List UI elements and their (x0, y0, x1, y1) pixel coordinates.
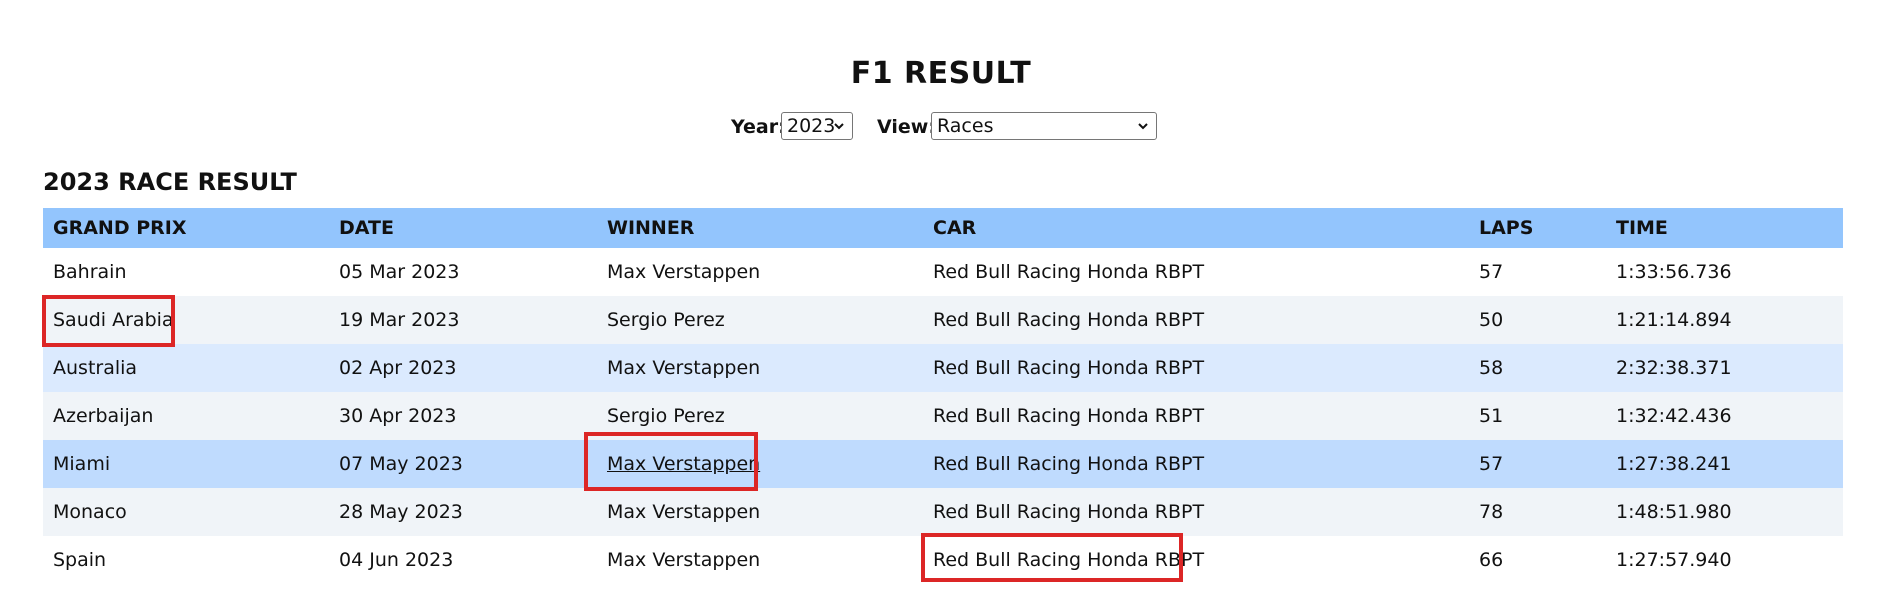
cell-time: 1:21:14.894 (1606, 296, 1843, 344)
section-title: 2023 RACE RESULT (43, 168, 297, 196)
cell-time: 1:32:42.436 (1606, 392, 1843, 440)
cell-winner[interactable]: Max Verstappen (597, 344, 923, 392)
cell-winner[interactable]: Sergio Perez (597, 392, 923, 440)
cell-laps: 57 (1469, 248, 1606, 296)
header-grand-prix[interactable]: GRAND PRIX (43, 208, 329, 248)
table-row[interactable]: Azerbaijan 30 Apr 2023 Sergio Perez Red … (43, 392, 1843, 440)
table-header-row: GRAND PRIX DATE WINNER CAR LAPS TIME (43, 208, 1843, 248)
cell-grand-prix[interactable]: Azerbaijan (43, 392, 329, 440)
cell-car[interactable]: Red Bull Racing Honda RBPT (923, 488, 1469, 536)
chevron-down-icon (834, 123, 844, 130)
table-row[interactable]: Spain 04 Jun 2023 Max Verstappen Red Bul… (43, 536, 1843, 584)
cell-grand-prix[interactable]: Australia (43, 344, 329, 392)
cell-time: 1:48:51.980 (1606, 488, 1843, 536)
cell-date: 28 May 2023 (329, 488, 597, 536)
cell-winner[interactable]: Max Verstappen (597, 248, 923, 296)
header-date[interactable]: DATE (329, 208, 597, 248)
table-row-hovered[interactable]: Miami 07 May 2023 Max Verstappen Red Bul… (43, 440, 1843, 488)
table-row[interactable]: Monaco 28 May 2023 Max Verstappen Red Bu… (43, 488, 1843, 536)
cell-laps: 51 (1469, 392, 1606, 440)
year-label: Year: (731, 116, 786, 138)
cell-winner[interactable]: Max Verstappen (597, 488, 923, 536)
cell-laps: 58 (1469, 344, 1606, 392)
cell-date: 07 May 2023 (329, 440, 597, 488)
cell-grand-prix[interactable]: Miami (43, 440, 329, 488)
cell-car[interactable]: Red Bull Racing Honda RBPT (923, 536, 1469, 584)
cell-grand-prix[interactable]: Spain (43, 536, 329, 584)
view-select-value: Races (937, 115, 994, 137)
cell-winner-cell[interactable]: Max Verstappen (597, 440, 923, 488)
cell-laps: 66 (1469, 536, 1606, 584)
cell-winner[interactable]: Sergio Perez (597, 296, 923, 344)
cell-winner[interactable]: Max Verstappen (597, 536, 923, 584)
cell-time: 1:33:56.736 (1606, 248, 1843, 296)
cell-date: 05 Mar 2023 (329, 248, 597, 296)
chevron-down-icon (1138, 123, 1148, 130)
header-car[interactable]: CAR (923, 208, 1469, 248)
header-laps[interactable]: LAPS (1469, 208, 1606, 248)
cell-date: 02 Apr 2023 (329, 344, 597, 392)
cell-laps: 78 (1469, 488, 1606, 536)
winner-link[interactable]: Max Verstappen (607, 453, 761, 475)
cell-car[interactable]: Red Bull Racing Honda RBPT (923, 344, 1469, 392)
cell-time: 1:27:57.940 (1606, 536, 1843, 584)
header-time[interactable]: TIME (1606, 208, 1843, 248)
view-label: View: (877, 116, 936, 138)
cell-time: 2:32:38.371 (1606, 344, 1843, 392)
cell-car[interactable]: Red Bull Racing Honda RBPT (923, 248, 1469, 296)
cell-car[interactable]: Red Bull Racing Honda RBPT (923, 296, 1469, 344)
cell-date: 30 Apr 2023 (329, 392, 597, 440)
year-select-value: 2023 (787, 115, 836, 137)
race-results-table: GRAND PRIX DATE WINNER CAR LAPS TIME Bah… (43, 208, 1843, 584)
filter-controls: Year: 2023 View: Races (0, 112, 1882, 142)
view-select[interactable]: Races (931, 112, 1157, 140)
cell-date: 19 Mar 2023 (329, 296, 597, 344)
cell-grand-prix[interactable]: Bahrain (43, 248, 329, 296)
year-select[interactable]: 2023 (781, 112, 853, 140)
table-row[interactable]: Australia 02 Apr 2023 Max Verstappen Red… (43, 344, 1843, 392)
header-winner[interactable]: WINNER (597, 208, 923, 248)
cell-laps: 57 (1469, 440, 1606, 488)
cell-car[interactable]: Red Bull Racing Honda RBPT (923, 440, 1469, 488)
cell-grand-prix[interactable]: Saudi Arabia (43, 296, 329, 344)
cell-date: 04 Jun 2023 (329, 536, 597, 584)
page-title: F1 RESULT (850, 56, 1032, 91)
cell-laps: 50 (1469, 296, 1606, 344)
cell-time: 1:27:38.241 (1606, 440, 1843, 488)
table-row[interactable]: Saudi Arabia 19 Mar 2023 Sergio Perez Re… (43, 296, 1843, 344)
cell-car[interactable]: Red Bull Racing Honda RBPT (923, 392, 1469, 440)
table-row[interactable]: Bahrain 05 Mar 2023 Max Verstappen Red B… (43, 248, 1843, 296)
cell-grand-prix[interactable]: Monaco (43, 488, 329, 536)
